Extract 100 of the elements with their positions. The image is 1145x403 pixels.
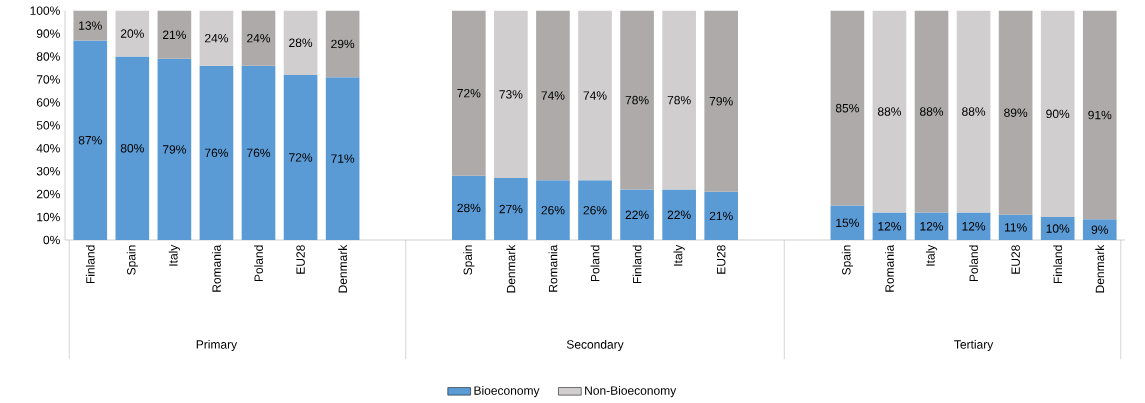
bar <box>452 175 486 240</box>
data-label: 91% <box>1088 110 1112 120</box>
text: Primary <box>196 339 238 352</box>
bar <box>452 10 486 176</box>
x-tick-label: Denmark <box>1095 244 1105 293</box>
bar <box>241 65 276 240</box>
bar <box>998 214 1033 240</box>
bar <box>872 10 907 213</box>
y-tick-label: 10% <box>37 212 60 222</box>
x-tick-label: Spain <box>463 245 475 275</box>
bar <box>115 10 150 57</box>
x-tick-label: EU28 <box>296 245 305 274</box>
x-tick-label: Spain <box>841 245 853 275</box>
x-tick-label: Spain <box>126 245 138 275</box>
bar <box>73 10 108 41</box>
data-label: 80% <box>120 144 144 153</box>
bar <box>73 40 108 240</box>
text: Secondary <box>566 339 624 352</box>
y-tick-label: 40% <box>36 144 60 153</box>
data-label: 85% <box>835 103 859 113</box>
data-label: 90% <box>1046 109 1070 119</box>
data-label: 74% <box>541 91 565 100</box>
bar <box>115 56 150 240</box>
bar <box>1040 10 1075 218</box>
x-tick-label: Poland <box>254 245 263 282</box>
data-label: 73% <box>499 90 523 99</box>
bar <box>494 178 528 240</box>
data-label: 71% <box>331 154 355 163</box>
data-label: 29% <box>331 39 355 49</box>
x-tick-label: Denmark <box>338 244 348 293</box>
data-label: 87% <box>78 135 102 145</box>
data-label: 24% <box>205 33 229 43</box>
bar <box>241 10 276 66</box>
bar <box>536 180 570 240</box>
bar <box>283 74 318 240</box>
bar <box>1040 217 1075 240</box>
data-label: 20% <box>120 29 144 38</box>
bar <box>325 77 360 240</box>
data-label: 15% <box>836 218 859 228</box>
y-tick-label: 30% <box>36 166 60 176</box>
bar <box>1082 10 1117 220</box>
bar <box>199 65 234 240</box>
bar <box>620 189 654 240</box>
data-label: 88% <box>962 107 986 116</box>
x-tick-label: Romania <box>548 244 558 292</box>
data-label: 79% <box>162 145 186 154</box>
y-tick-label: 100% <box>30 6 60 15</box>
bar <box>704 191 739 240</box>
x-tick-label: Poland <box>590 245 600 282</box>
data-label: 78% <box>667 95 691 105</box>
legend-label: Bioeconomy <box>474 385 540 398</box>
data-label: 76% <box>205 148 229 158</box>
text: Tertiary <box>954 339 994 352</box>
bar <box>620 10 654 190</box>
y-tick-label: 60% <box>36 98 60 107</box>
x-tick-label: Poland <box>969 245 978 282</box>
x-tick-label: Italy <box>168 244 180 266</box>
bar <box>536 10 570 181</box>
bar <box>830 10 865 206</box>
bar <box>872 212 907 240</box>
bar <box>662 189 696 240</box>
bar <box>956 212 991 240</box>
data-label: 21% <box>162 30 186 39</box>
data-label: 10% <box>1046 224 1070 233</box>
x-tick-label: Denmark <box>506 244 516 293</box>
bar <box>998 10 1033 215</box>
data-label: 78% <box>625 95 649 105</box>
bar <box>914 10 949 213</box>
bar <box>157 10 192 59</box>
data-label: 13% <box>79 21 102 30</box>
data-label: 28% <box>457 203 481 213</box>
data-label: 26% <box>541 205 565 215</box>
legend-label: Non-Bioeconomy <box>585 385 677 398</box>
data-label: 24% <box>247 33 271 43</box>
y-tick-label: 80% <box>36 52 60 61</box>
data-label: 79% <box>709 96 733 106</box>
data-label: 72% <box>457 88 481 98</box>
y-tick-label: 70% <box>36 75 60 84</box>
data-label: 88% <box>877 107 902 116</box>
x-tick-label: EU28 <box>716 245 726 274</box>
bar <box>199 10 234 66</box>
data-label: 21% <box>709 211 733 221</box>
data-label: 76% <box>247 148 271 158</box>
x-tick-label: Finland <box>1053 245 1063 284</box>
data-label: 74% <box>583 91 607 100</box>
bar <box>578 10 612 181</box>
data-label: 12% <box>920 222 944 231</box>
data-label: 72% <box>289 153 313 162</box>
bar <box>914 212 949 240</box>
data-label: 28% <box>289 38 313 48</box>
bar <box>578 180 612 240</box>
data-label: 12% <box>878 222 902 231</box>
data-label: 88% <box>920 107 944 116</box>
x-tick-label: Finland <box>632 245 642 284</box>
x-tick-label: Romania <box>885 244 894 292</box>
bar <box>283 10 318 75</box>
data-label: 22% <box>625 210 649 219</box>
data-label: 22% <box>667 210 691 219</box>
y-tick-label: 0% <box>43 235 60 245</box>
x-tick-label: Italy <box>925 244 938 266</box>
